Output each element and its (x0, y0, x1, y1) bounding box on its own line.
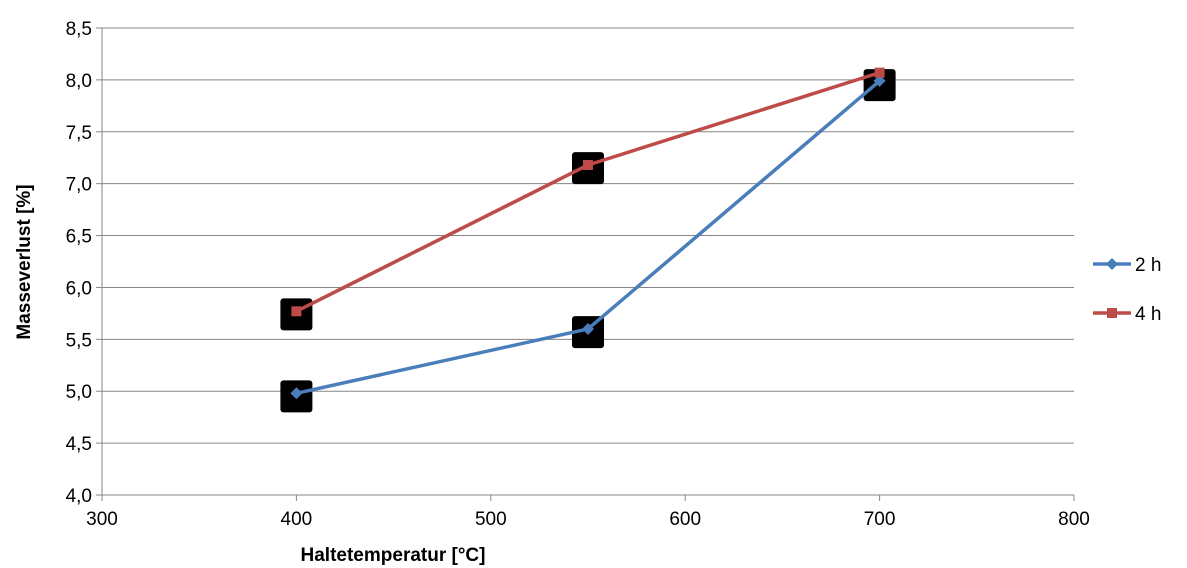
x-tick-label: 800 (1058, 509, 1090, 530)
y-tick-labels: 4,0 4,5 5,0 5,5 6,0 6,5 7,0 7,5 8,0 8,5 (66, 19, 92, 507)
data-point (874, 67, 885, 78)
data-point (291, 306, 302, 317)
y-tick-label: 5,0 (66, 382, 92, 403)
annotation-markers (280, 69, 896, 413)
x-tick-label: 300 (86, 509, 118, 530)
y-tick-label: 8,0 (66, 71, 92, 92)
x-axis-label: Haltetemperatur [°C] (301, 545, 486, 566)
data-point (290, 387, 303, 400)
y-tick-label: 7,0 (66, 175, 92, 196)
y-tick-label: 8,5 (66, 19, 92, 40)
series-group (290, 67, 886, 400)
data-point (873, 74, 886, 87)
x-tick-label: 400 (281, 509, 313, 530)
x-tick-label: 500 (475, 509, 507, 530)
x-tick-labels: 300 400 500 600 700 800 (86, 509, 1090, 530)
y-tick-label: 4,5 (66, 434, 92, 455)
legend-label: 2 h (1135, 255, 1161, 276)
legend-marker (1106, 258, 1118, 270)
axes (96, 27, 1075, 501)
series-line-1 (295, 70, 881, 313)
legend-label: 4 h (1135, 304, 1161, 325)
y-tick-label: 5,5 (66, 330, 92, 351)
y-tick-label: 4,0 (66, 486, 92, 507)
x-tick-label: 700 (864, 509, 896, 530)
y-tick-label: 6,5 (66, 227, 92, 248)
y-tick-label: 6,0 (66, 278, 92, 299)
legend-marker (1107, 308, 1117, 318)
legend: 2 h 4 h (1093, 255, 1161, 325)
y-tick-label: 7,5 (66, 123, 92, 144)
data-point (583, 159, 593, 170)
x-tick-label: 600 (669, 509, 701, 530)
y-axis-label: Masseverlust [%] (14, 184, 35, 339)
data-point (582, 322, 594, 335)
grid-lines (102, 27, 1074, 444)
